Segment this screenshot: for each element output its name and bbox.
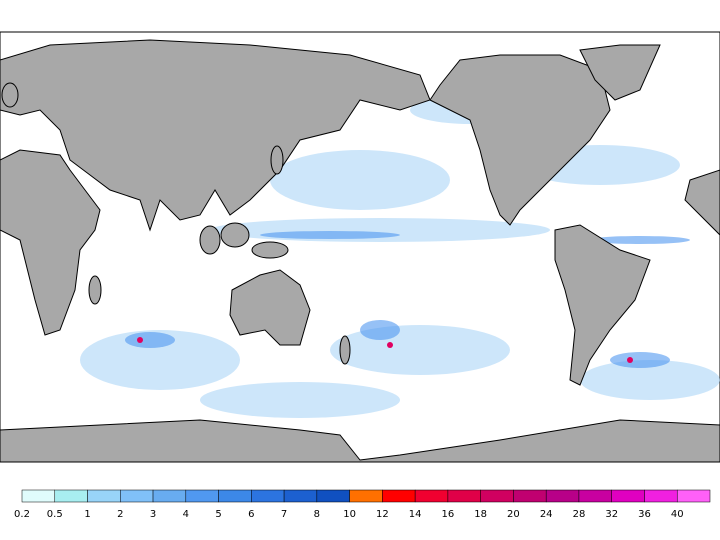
precip-fields <box>80 96 720 418</box>
greenland <box>579 44 661 101</box>
colorbar-label: 32 <box>605 509 618 520</box>
colorbar-box <box>185 489 219 503</box>
borneo <box>220 222 250 248</box>
colorbar-label: 36 <box>638 509 651 520</box>
colorbar-label: 20 <box>507 509 520 520</box>
africa <box>0 149 101 336</box>
colorbar-box <box>545 489 580 503</box>
colorbar-box <box>251 489 285 503</box>
colorbar-box <box>676 489 711 503</box>
colorbar-box <box>120 489 154 503</box>
precip-area <box>580 360 720 400</box>
precip-band <box>210 218 550 242</box>
north-america <box>429 54 611 226</box>
precip-band <box>260 231 400 239</box>
colorbar-box <box>283 489 318 503</box>
colorbar-box <box>316 489 350 503</box>
colorbar-label: 16 <box>442 509 455 520</box>
new-guinea <box>251 241 289 259</box>
colorbar-box <box>21 489 56 503</box>
colorbar-label: 5 <box>215 509 221 520</box>
colorbar-label: 24 <box>540 509 553 520</box>
colorbar-box <box>382 489 416 503</box>
south-america <box>554 224 651 386</box>
antarctica <box>0 419 720 463</box>
new-zealand <box>339 335 351 365</box>
colorbar-box <box>611 489 645 503</box>
colorbar-box <box>447 489 481 503</box>
colorbar-label: 18 <box>474 509 487 520</box>
land <box>0 39 720 463</box>
colorbar-box <box>513 489 547 503</box>
colorbar-label: 10 <box>343 509 356 520</box>
colorbar-box <box>349 489 383 503</box>
colorbar-box <box>480 489 514 503</box>
colorbar-label: 0.2 <box>14 509 30 520</box>
precip-area <box>200 382 400 418</box>
colorbar-label: 8 <box>314 509 320 520</box>
colorbar-box <box>87 489 121 503</box>
colorbar-label: 4 <box>183 509 189 520</box>
colorbar-box <box>218 489 252 503</box>
precip-peak <box>387 342 393 348</box>
colorbar-label: 6 <box>248 509 254 520</box>
precip-area <box>125 332 175 348</box>
colorbar-label: 40 <box>671 509 684 520</box>
precip-area <box>80 330 240 390</box>
colorbar-label: 2 <box>117 509 123 520</box>
eurasia <box>0 39 431 232</box>
precip-area <box>610 352 670 368</box>
west-africa <box>684 169 720 236</box>
colorbar-label: 3 <box>150 509 156 520</box>
colorbar-label: 28 <box>573 509 586 520</box>
precip-peak <box>627 357 633 363</box>
japan <box>270 145 284 175</box>
colorbar-label: 1 <box>84 509 90 520</box>
madagascar <box>88 275 102 305</box>
colorbar-box <box>414 489 449 503</box>
colorbar-label: 0.5 <box>47 509 63 520</box>
colorbar-label: 12 <box>376 509 389 520</box>
precip-band <box>590 236 690 244</box>
colorbar-box <box>54 489 88 503</box>
precip-area <box>270 150 450 210</box>
colorbar-box <box>578 489 612 503</box>
colorbar: 0.2 0.5 1 2 3 4 5 6 7 8 10 12 14 16 18 20 24 28 32 36 40 <box>14 489 711 520</box>
colorbar-label: 14 <box>409 509 422 520</box>
precip-area <box>360 320 400 340</box>
precip-area <box>330 325 510 375</box>
australia <box>229 269 311 346</box>
british-isles <box>1 82 19 108</box>
colorbar-label: 7 <box>281 509 287 520</box>
colorbar-box <box>644 489 678 503</box>
sumatra <box>199 225 221 255</box>
map <box>0 31 720 463</box>
colorbar-box <box>152 489 187 503</box>
precip-peak <box>137 337 143 343</box>
